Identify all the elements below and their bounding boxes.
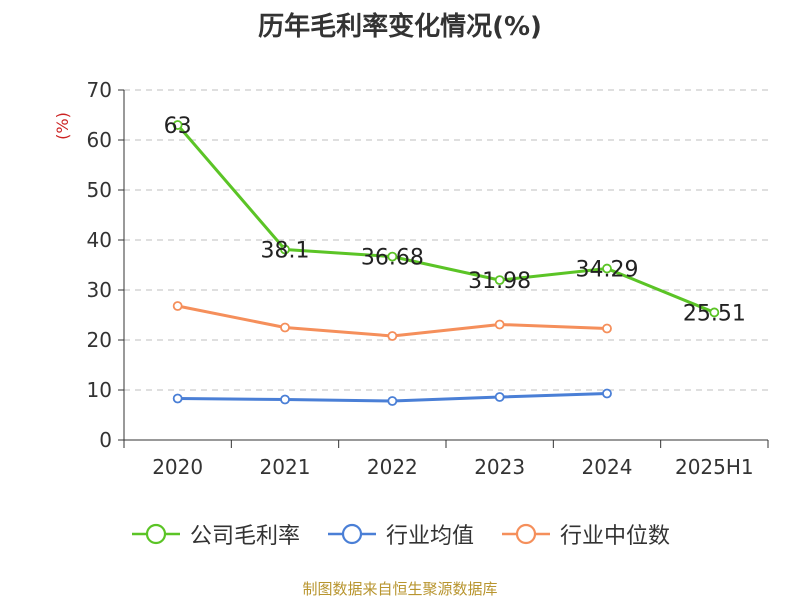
data-point <box>602 388 612 399</box>
data-label: 25.51 <box>683 301 746 326</box>
y-axis-label: (%) <box>53 112 72 140</box>
legend-label: 公司毛利率 <box>189 524 300 549</box>
data-point <box>494 275 505 286</box>
x-tick-label: 2023 <box>474 455 525 479</box>
data-point <box>280 322 290 333</box>
y-tick-label: 70 <box>87 78 112 102</box>
legend-marker-icon <box>131 523 180 545</box>
data-point <box>602 323 612 334</box>
chart-title: 历年毛利率变化情况(%) <box>258 12 542 42</box>
data-point <box>387 251 398 262</box>
data-point <box>280 394 290 405</box>
y-tick-label: 60 <box>87 128 112 152</box>
series-lines <box>172 120 720 406</box>
grid-lines <box>124 89 768 391</box>
legend-marker-icon <box>502 523 550 545</box>
y-tick-label: 20 <box>87 328 112 352</box>
data-point <box>494 392 505 402</box>
legend-item: 公司毛利率 <box>130 518 300 550</box>
y-tick-label: 40 <box>87 228 112 252</box>
axes: 0 10 20 30 40 50 60 70 2020 2021 2022 2023 2024 2025H… <box>87 78 769 479</box>
data-point <box>602 263 612 274</box>
y-tick-label: 0 <box>99 428 112 452</box>
x-tick-label: 2021 <box>260 455 311 479</box>
x-tick-label: 2024 <box>582 455 633 479</box>
data-point <box>172 393 183 404</box>
x-tick-label: 2025H1 <box>675 455 754 479</box>
legend: 公司毛利率 行业均值 行业中位数 <box>0 518 800 550</box>
y-tick-label: 10 <box>87 378 112 402</box>
data-label: 38.1 <box>261 239 310 264</box>
x-tick-label: 2020 <box>152 455 203 479</box>
legend-item: 行业中位数 <box>500 518 670 550</box>
data-point <box>172 301 183 311</box>
data-label: 36.68 <box>361 246 424 271</box>
y-tick-label: 50 <box>87 178 112 202</box>
data-point <box>280 244 290 255</box>
legend-item: 行业均值 <box>326 518 474 550</box>
x-tick-label: 2022 <box>367 455 418 479</box>
legend-label: 行业均值 <box>385 524 474 549</box>
series-line <box>176 124 715 314</box>
legend-marker-icon <box>327 523 376 545</box>
data-point <box>494 319 505 330</box>
legend-label: 行业中位数 <box>560 524 671 549</box>
data-labels: 63 38.1 36.68 31.98 34.29 25.51 <box>164 114 746 326</box>
data-point <box>172 120 183 130</box>
data-point <box>387 331 398 341</box>
data-label: 34.29 <box>576 258 639 283</box>
data-label: 63 <box>164 114 192 139</box>
y-tick-label: 30 <box>87 278 112 302</box>
data-point <box>709 307 720 318</box>
data-point <box>387 396 398 406</box>
data-label: 31.98 <box>468 269 531 294</box>
source-note: 制图数据来自恒生聚源数据库 <box>302 580 498 598</box>
